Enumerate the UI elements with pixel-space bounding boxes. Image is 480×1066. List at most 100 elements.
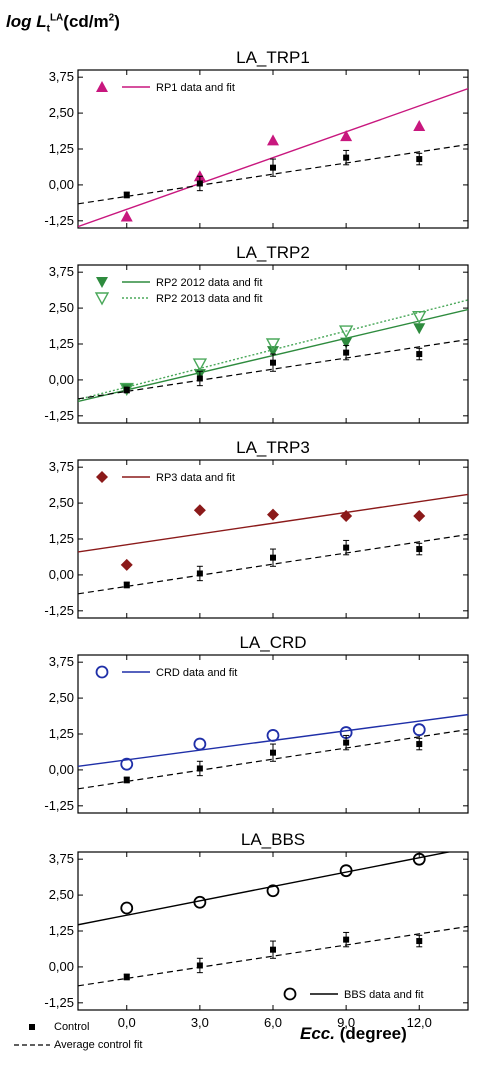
y-tick-label: 0,00 — [49, 567, 74, 582]
bottom-legend: Control Average control fit — [10, 1018, 142, 1054]
x-tick-label: 6,0 — [264, 1015, 282, 1030]
legend-avg-fit-label: Average control fit — [54, 1039, 143, 1051]
plot-frame — [77, 69, 469, 229]
plot-area — [78, 493, 468, 595]
y-axis-label: log LtLA(cd/m2) — [6, 12, 120, 34]
dashed-line-icon — [10, 1043, 54, 1047]
data-point — [267, 508, 279, 521]
y-tick-label: 0,00 — [49, 959, 74, 974]
data-point — [413, 120, 426, 132]
y-tick-label: 2,50 — [49, 495, 74, 510]
data-point — [266, 729, 280, 742]
control-point — [343, 936, 350, 943]
plot-area — [78, 852, 468, 987]
panel-title: LA_CRD — [239, 633, 306, 652]
control-point — [123, 776, 130, 783]
control-point — [343, 739, 350, 746]
legend-label: BBS data and fit — [344, 989, 424, 1001]
y-tick-label: -1,25 — [44, 603, 74, 618]
control-point — [343, 154, 350, 161]
y-tick-label: -1,25 — [44, 798, 74, 813]
y-tick-label: 3,75 — [49, 264, 74, 279]
plot-frame — [77, 459, 469, 619]
legend-control: Control — [10, 1018, 142, 1036]
legend-label: CRD data and fit — [156, 667, 237, 679]
y-label-unit: (cd/m — [63, 12, 109, 31]
data-point — [120, 210, 133, 222]
panel-la-trp1: LA_TRP1 3,75 2,50 1,25 0,00 -1,25 RP1 data and… — [44, 48, 469, 229]
panel-la-trp2: LA_TRP2 3,75 2,50 1,25 0,00 -1,25 RP2 2012 dat… — [44, 243, 469, 424]
panel-la-crd: LA_CRD 3,75 2,50 1,25 0,00 -1,25 CRD data and … — [44, 633, 469, 814]
control-point — [416, 741, 423, 748]
control-point — [343, 544, 350, 551]
y-tick-label: 2,50 — [49, 300, 74, 315]
legend-marker — [95, 665, 109, 679]
data-point — [338, 325, 354, 339]
data-point — [120, 558, 133, 571]
x-tick-label: 3,0 — [191, 1015, 209, 1030]
panel-title: LA_TRP3 — [236, 438, 310, 457]
control-point — [196, 765, 203, 772]
control-fit-line — [78, 925, 468, 987]
data-point — [412, 852, 426, 866]
y-tick-label: 3,75 — [49, 69, 74, 84]
plot-area — [78, 88, 468, 228]
data-point — [340, 130, 353, 142]
data-point — [193, 504, 206, 517]
y-label-sup: LA — [49, 12, 64, 24]
control-point — [123, 581, 130, 588]
control-point — [123, 191, 130, 198]
control-point — [196, 375, 203, 382]
control-fit-line — [78, 338, 468, 400]
panel-la-bbs: LA_BBS 3,75 2,50 1,25 0,00 -1,25 0,0 3,0 6,0 9,0 1… — [44, 830, 469, 1030]
legend-label: RP2 2012 data and fit — [156, 277, 262, 289]
plot-area — [78, 713, 468, 790]
y-tick-label: 0,00 — [49, 177, 74, 192]
data-point — [413, 323, 426, 335]
control-point — [123, 386, 130, 393]
panel-title: LA_BBS — [241, 830, 305, 849]
y-tick-label: 1,25 — [49, 726, 74, 741]
y-tick-label: -1,25 — [44, 408, 74, 423]
control-point — [123, 973, 130, 980]
series-fit-line — [78, 852, 453, 926]
y-label-prefix: log L — [6, 12, 47, 31]
series-fit-line — [78, 493, 468, 553]
legend-marker — [283, 987, 297, 1001]
y-tick-label: 2,50 — [49, 105, 74, 120]
x-tick-label: 0,0 — [118, 1015, 136, 1030]
y-tick-label: 1,25 — [49, 336, 74, 351]
data-point — [193, 737, 207, 751]
control-point — [270, 554, 276, 561]
control-point — [270, 946, 276, 953]
y-tick-label: 3,75 — [49, 654, 74, 669]
data-point — [193, 895, 207, 909]
legend-label: RP2 2013 data and fit — [156, 293, 262, 305]
y-tick-label: -1,25 — [44, 213, 74, 228]
control-fit-line — [78, 143, 468, 205]
legend-avg-fit: Average control fit — [10, 1036, 142, 1054]
legend-control-label: Control — [54, 1021, 90, 1033]
data-point — [339, 864, 353, 878]
y-tick-label: 1,25 — [49, 141, 74, 156]
data-point — [412, 311, 427, 325]
y-label-unit-end: ) — [114, 12, 120, 31]
control-point — [416, 156, 423, 163]
control-point — [343, 349, 350, 356]
y-tick-label: 3,75 — [49, 851, 74, 866]
data-point — [265, 338, 281, 352]
control-point — [270, 359, 276, 366]
plot-area — [78, 299, 468, 403]
control-fit-line — [78, 533, 468, 595]
control-fit-line — [78, 728, 468, 790]
legend-label: RP3 data and fit — [156, 472, 235, 484]
data-point — [340, 510, 353, 523]
y-tick-label: 1,25 — [49, 531, 74, 546]
legend-marker — [94, 292, 110, 306]
control-point — [270, 749, 276, 756]
control-point — [196, 962, 203, 969]
y-tick-label: -1,25 — [44, 995, 74, 1010]
data-point — [120, 757, 134, 771]
control-point — [270, 164, 276, 171]
data-point — [120, 901, 134, 915]
